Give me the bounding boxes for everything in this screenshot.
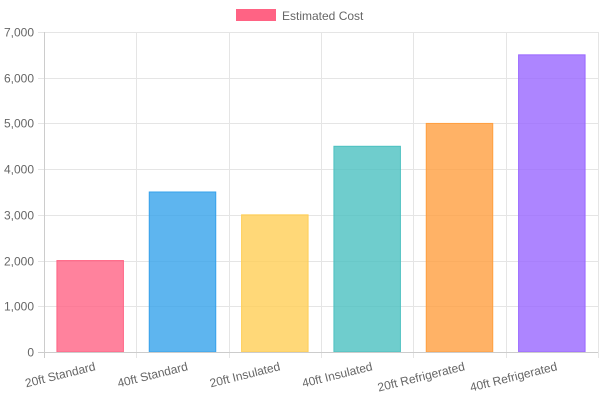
y-tick-label: 5,000 bbox=[4, 117, 34, 131]
bar-20ft-standard[interactable] bbox=[56, 260, 124, 353]
y-tick-label: 0 bbox=[27, 346, 34, 360]
x-tick-label: 20ft Refrigerated bbox=[376, 359, 466, 394]
y-tick-label: 1,000 bbox=[4, 300, 34, 314]
x-tick-label: 20ft Standard bbox=[24, 359, 97, 390]
bars bbox=[56, 54, 586, 353]
x-tick-label: 40ft Insulated bbox=[301, 359, 374, 390]
axes bbox=[38, 32, 598, 358]
x-tick-label: 40ft Refrigerated bbox=[468, 359, 558, 394]
y-tick-label: 4,000 bbox=[4, 163, 34, 177]
bar-40ft-insulated[interactable] bbox=[333, 145, 401, 353]
y-axis-labels: 0 1,000 2,000 3,000 4,000 5,000 6,000 7,000 bbox=[4, 26, 34, 360]
y-tick-label: 2,000 bbox=[4, 255, 34, 269]
legend-label: Estimated Cost bbox=[282, 9, 364, 23]
y-tick-label: 7,000 bbox=[4, 26, 34, 40]
bar-20ft-insulated[interactable] bbox=[241, 214, 309, 353]
x-tick-label: 40ft Standard bbox=[116, 359, 189, 390]
bar-20ft-refrigerated[interactable] bbox=[425, 122, 494, 353]
x-axis-labels: 20ft Standard 40ft Standard 20ft Insulated… bbox=[24, 359, 559, 394]
grid bbox=[38, 32, 599, 358]
y-tick-label: 6,000 bbox=[4, 72, 34, 86]
bar-40ft-standard[interactable] bbox=[148, 191, 217, 353]
x-tick-label: 20ft Insulated bbox=[208, 359, 281, 390]
legend-swatch bbox=[236, 9, 276, 21]
legend[interactable]: Estimated Cost bbox=[236, 9, 364, 23]
y-tick-label: 3,000 bbox=[4, 209, 34, 223]
bar-40ft-refrigerated[interactable] bbox=[518, 54, 586, 353]
